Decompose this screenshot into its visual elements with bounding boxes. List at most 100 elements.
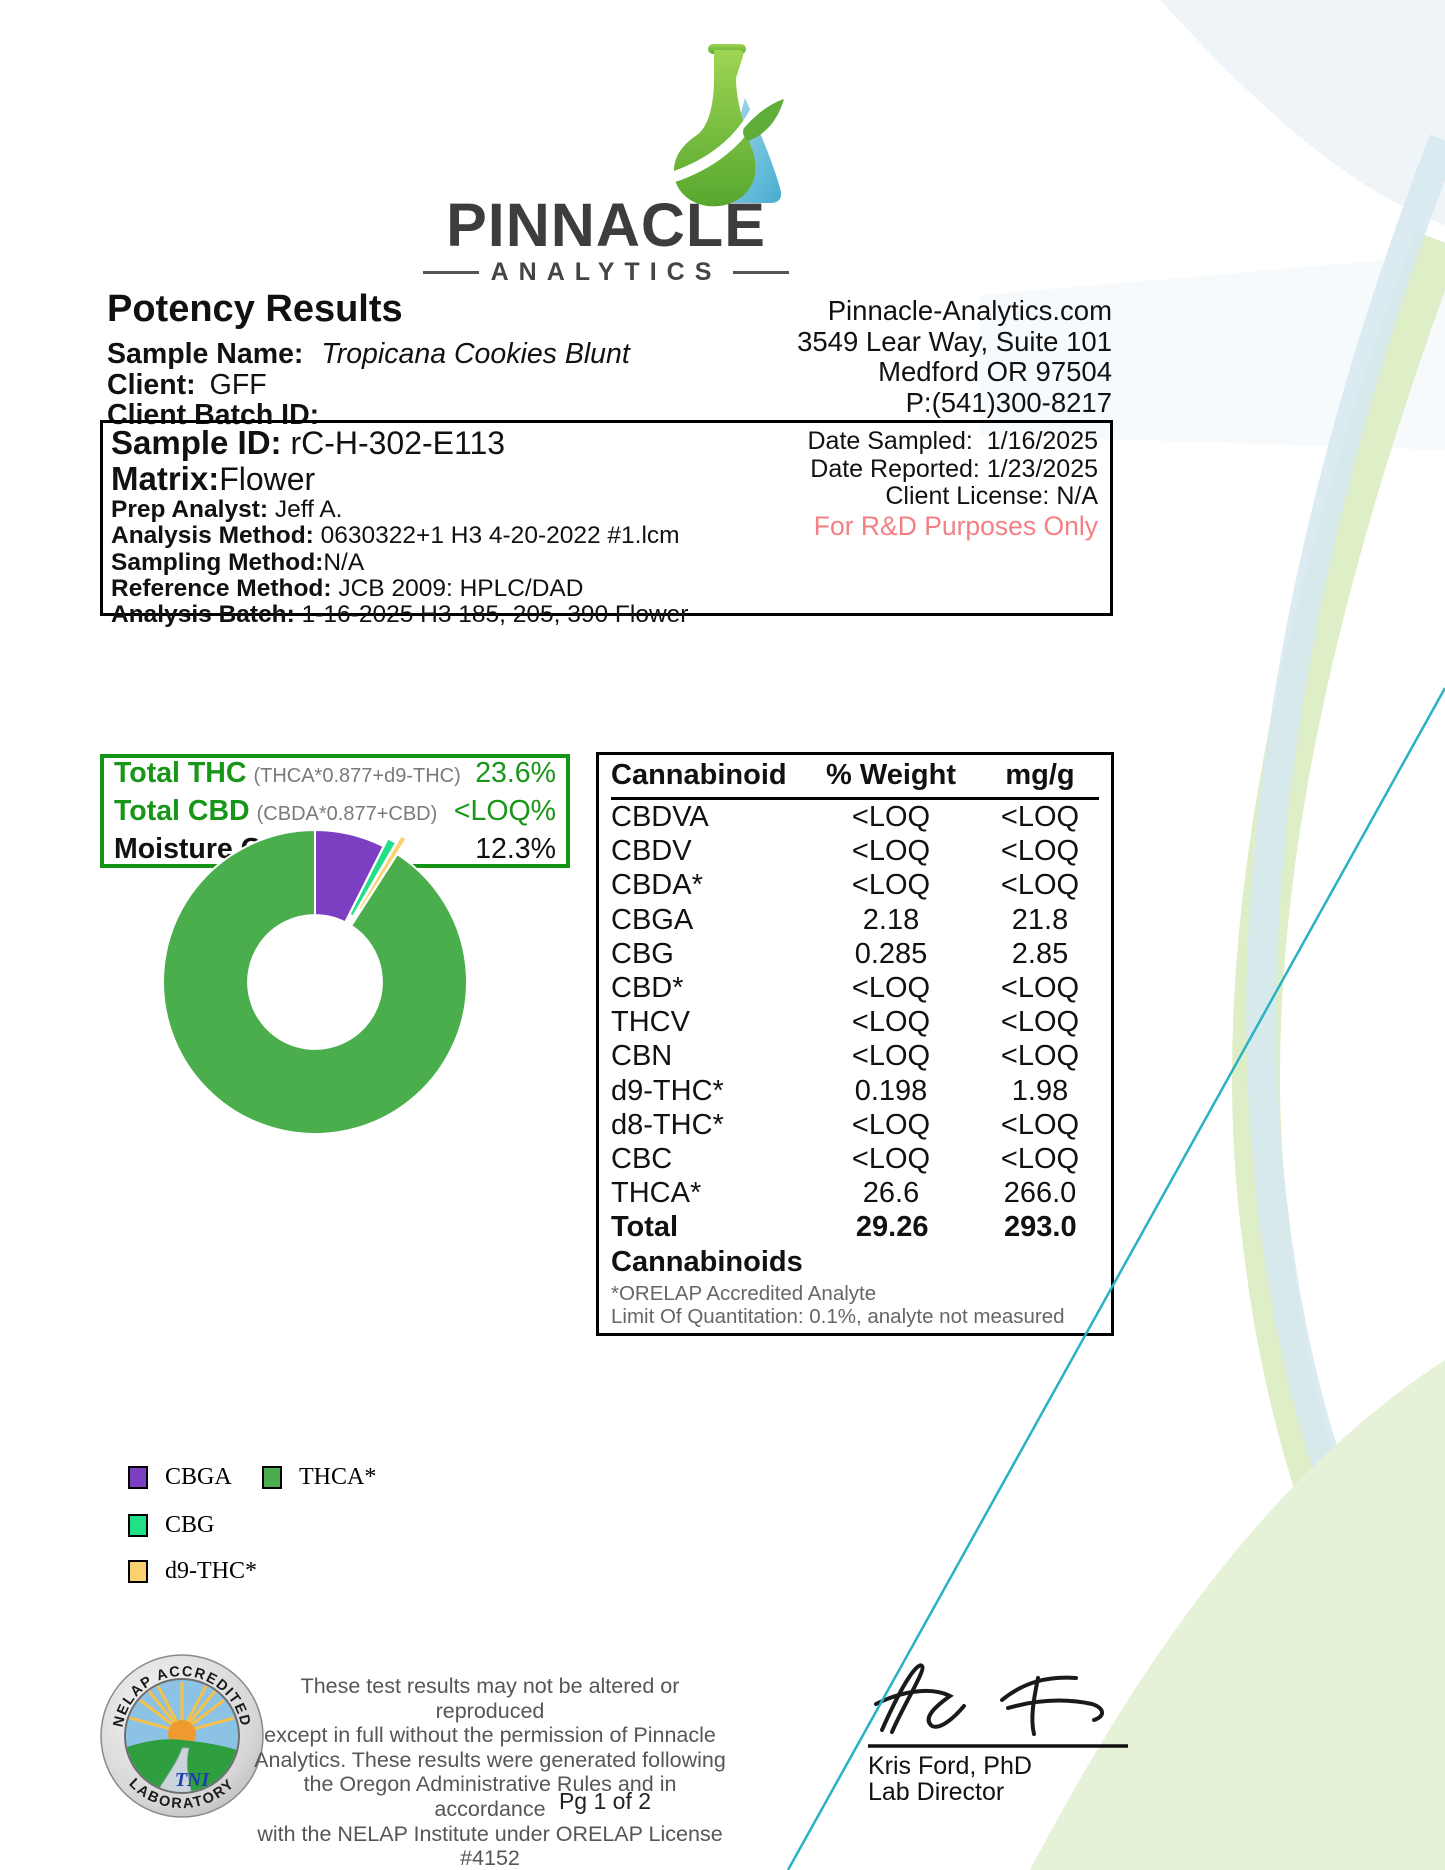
analyte-mgg: <LOQ: [1000, 1143, 1080, 1176]
subtitle-left-rule: [422, 271, 479, 274]
disclaimer-line: except in full without the permission of…: [264, 1723, 716, 1748]
lab-contact-block: Pinnacle-Analytics.com 3549 Lear Way, Su…: [700, 295, 1112, 418]
client-value: GFF: [209, 369, 267, 401]
client-batch-label: Client Batch ID:: [107, 399, 320, 431]
analyte-pct: 2.18: [862, 903, 920, 936]
pinnacle-flask-logo-icon: [670, 44, 784, 207]
date-reported-label: Date Reported:: [810, 454, 980, 483]
table-row: d8-THC* <LOQ <LOQ: [611, 1108, 1099, 1142]
analyte-pct: 0.285: [854, 937, 928, 970]
sampling-method-row: Sampling Method:N/A: [111, 548, 688, 576]
analyte-name: CBGA: [611, 903, 694, 936]
donut-slice-thca: [162, 828, 468, 1135]
sample-info-right: Date Sampled: 1/16/2025 Date Reported: 1…: [808, 427, 1099, 541]
date-reported-row: Date Reported: 1/23/2025: [808, 454, 1098, 484]
sample-id-value: rC-H-302-E113: [290, 425, 506, 461]
reference-method-value: JCB 2009: HPLC/DAD: [338, 574, 584, 602]
table-row: CBDV <LOQ <LOQ: [611, 834, 1099, 868]
analyte-name: CBG: [611, 937, 674, 970]
table-row: d9-THC* 0.198 1.98: [611, 1074, 1099, 1108]
analyte-pct: <LOQ: [851, 1108, 931, 1141]
col-header-cannabinoid: Cannabinoid: [611, 759, 787, 791]
analyte-mgg: <LOQ: [1000, 801, 1080, 833]
analyte-mgg: 1.98: [1011, 1074, 1069, 1107]
analyte-mgg: <LOQ: [1000, 1040, 1080, 1073]
donut-slice-cbg: [348, 837, 398, 918]
reference-method-label: Reference Method:: [111, 574, 332, 602]
brand-wordmark: PINNACLE: [446, 191, 766, 259]
sample-id-label: Sample ID:: [111, 424, 282, 461]
client-license-row: Client License: N/A: [808, 482, 1098, 511]
client-row: Client: GFF: [107, 369, 267, 402]
sampling-method-value: N/A: [323, 548, 365, 576]
cannabinoid-table: Cannabinoid % Weight mg/g CBDVA <LOQ <LOQ …: [596, 752, 1114, 1336]
table-row: CBD* <LOQ <LOQ: [611, 971, 1099, 1005]
brand-subtitle: ANALYTICS: [414, 258, 798, 287]
analyte-pct: 26.6: [862, 1177, 920, 1210]
table-row: CBDA* <LOQ <LOQ: [611, 868, 1099, 902]
nelap-accreditation-seal: TNI NELAP ACCREDITED LABORATORY: [100, 1654, 264, 1818]
prep-analyst-row: Prep Analyst: Jeff A.: [111, 496, 688, 523]
analyte-pct: <LOQ: [851, 835, 931, 868]
date-sampled-value: 1/16/2025: [986, 427, 1098, 455]
seal-center-text: TNI: [175, 1769, 211, 1791]
date-reported-value: 1/23/2025: [986, 454, 1098, 483]
client-license-label: Client License:: [885, 482, 1050, 510]
page-number: Pg 1 of 2: [558, 1788, 652, 1814]
matrix-value: Flower: [219, 461, 316, 497]
analysis-batch-value: 1-16-2025 H3 185, 205, 390 Flower: [301, 601, 689, 629]
table-row: CBDVA <LOQ <LOQ: [611, 800, 1099, 834]
analyte-mgg: 21.8: [1011, 903, 1069, 936]
legend-swatch-cbga: [128, 1466, 148, 1489]
legend-label-thca: THCA*: [299, 1464, 377, 1490]
analyte-pct: <LOQ: [851, 1143, 931, 1176]
table-header-row: Cannabinoid % Weight mg/g: [611, 759, 1099, 800]
table-row: THCV <LOQ <LOQ: [611, 1005, 1099, 1039]
sample-info-left: Sample ID: rC-H-302-E113 Matrix:Flower P…: [111, 425, 688, 628]
total-cannabinoids-pct: 29.26: [855, 1211, 929, 1244]
sample-info-box: Sample ID: rC-H-302-E113 Matrix:Flower P…: [100, 420, 1113, 628]
table-row: CBGA 2.18 21.8: [611, 903, 1099, 937]
analyte-name: THCV: [611, 1006, 690, 1039]
analyte-name: CBN: [611, 1040, 673, 1073]
client-label: Client:: [107, 369, 196, 401]
matrix-label: Matrix:: [111, 460, 220, 497]
donut-chart: [145, 812, 485, 1152]
disclaimer-text: These test results may not be altered or…: [253, 1674, 727, 1870]
legend-label-d9thc: d9-THC*: [165, 1558, 257, 1584]
client-batch-row: Client Batch ID:: [107, 399, 319, 432]
client-license-value: N/A: [1056, 482, 1098, 510]
analyte-name: CBD*: [611, 972, 684, 1005]
sample-name-label: Sample Name:: [107, 338, 304, 370]
moisture-value: 12.3%: [475, 832, 556, 865]
donut-chart-svg: [162, 828, 468, 1135]
sampling-method-label: Sampling Method:: [111, 548, 324, 576]
lab-phone: P:(541)300-8217: [905, 386, 1112, 418]
total-cbd-value: <LOQ%: [453, 794, 556, 827]
signer-name: Kris Ford, PhD: [868, 1752, 1032, 1780]
table-row: THCA* 26.6 266.0: [611, 1176, 1099, 1210]
analyte-name: CBDA*: [611, 869, 703, 902]
total-thc-label: Total THC: [114, 756, 247, 789]
legend-swatch-cbg: [128, 1514, 148, 1537]
analyte-name: d8-THC*: [611, 1108, 724, 1141]
prep-analyst-value: Jeff A.: [274, 496, 343, 523]
legend-swatch-thca: [262, 1466, 282, 1489]
disclaimer-line: These test results may not be altered or…: [300, 1674, 680, 1723]
reference-method-row: Reference Method: JCB 2009: HPLC/DAD: [111, 574, 688, 602]
analyte-mgg: <LOQ: [1000, 1006, 1080, 1039]
rd-purposes-notice: For R&D Purposes Only: [813, 510, 1098, 541]
brand-subtitle-text: ANALYTICS: [490, 258, 722, 286]
orelap-footnote: *ORELAP Accredited Analyte: [611, 1281, 877, 1305]
total-cannabinoids-label: Total Cannabinoids: [611, 1211, 803, 1278]
lab-website: Pinnacle-Analytics.com: [827, 295, 1112, 326]
total-cbd-row: Total CBD (CBDA*0.877+CBD) <LOQ%: [114, 794, 556, 832]
total-thc-formula: (THCA*0.877+d9-THC): [253, 764, 461, 787]
total-cbd-label: Total CBD: [114, 794, 250, 827]
analyte-name: CBC: [611, 1143, 673, 1176]
analysis-batch-row: Analysis Batch: 1-16-2025 H3 185, 205, 3…: [111, 602, 688, 628]
sample-name-row: Sample Name: Tropicana Cookies Blunt: [107, 338, 630, 371]
total-thc-value: 23.6%: [475, 756, 556, 789]
analyte-mgg: 266.0: [1003, 1177, 1077, 1210]
col-header-mgg: mg/g: [1005, 759, 1075, 791]
